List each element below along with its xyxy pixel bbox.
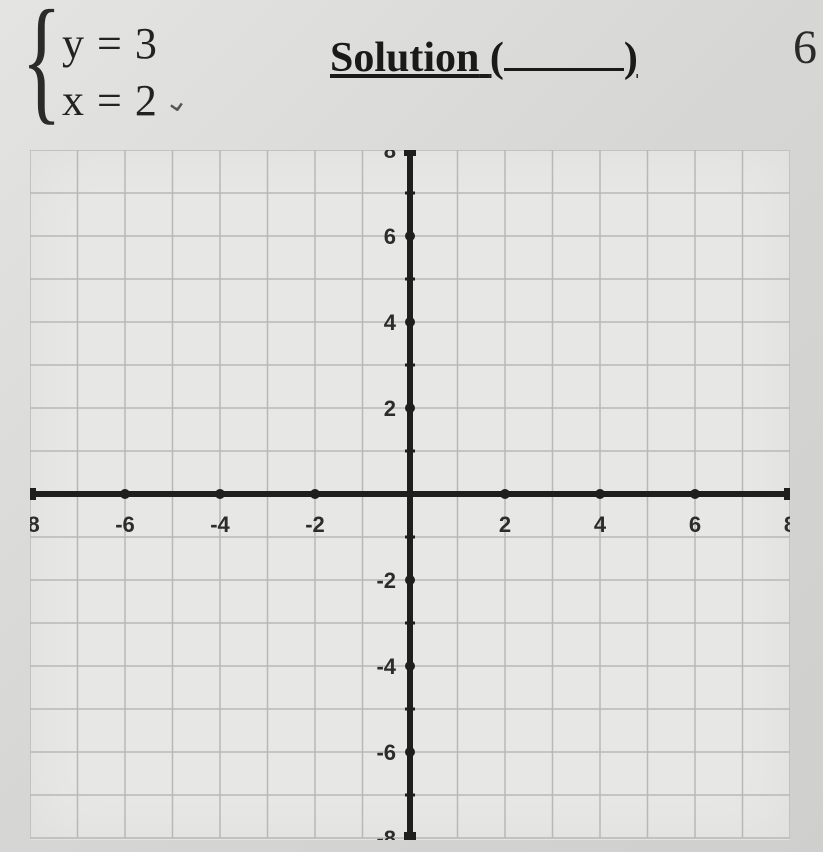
x-tick-label: -8	[30, 512, 40, 537]
eq1-lhs: y	[62, 19, 85, 68]
solution-open-paren: (	[490, 35, 504, 81]
worksheet-page: { y = 3 x = 2⌄ Solution () 6 -8 -6 -4 -2 2 4 6…	[0, 0, 823, 852]
x-tick-label: -2	[305, 512, 325, 537]
y-tick-label: -6	[376, 740, 396, 765]
solution-close-paren: )	[624, 35, 638, 81]
x-tick-label: 6	[689, 512, 701, 537]
y-tick-label: -2	[376, 568, 396, 593]
x-tick-label: 2	[499, 512, 511, 537]
y-tick-label: 8	[384, 150, 396, 163]
eq2-lhs: x	[62, 76, 85, 125]
y-tick-label: -8	[376, 826, 396, 840]
y-tick-label: 2	[384, 396, 396, 421]
solution-heading: Solution ()	[330, 34, 638, 82]
equation-2: x = 2⌄	[62, 75, 190, 126]
eq2-rhs: 2	[135, 76, 158, 125]
y-tick-label: -4	[376, 654, 396, 679]
x-tick-label: 4	[594, 512, 607, 537]
pencil-mark-icon: ⌄	[160, 82, 192, 121]
y-tick-label: 4	[384, 310, 397, 335]
x-tick-label: -6	[115, 512, 135, 537]
eq1-rhs: 3	[135, 19, 158, 68]
cropped-problem-number: 6	[793, 20, 817, 75]
grid-svg: -8 -6 -4 -2 2 4 6 8 8 6 4 2 -2 -4 -6 -8	[30, 150, 790, 840]
x-tick-label: 8	[784, 512, 790, 537]
y-tick-label: 6	[384, 224, 396, 249]
system-equations: y = 3 x = 2⌄	[62, 18, 190, 132]
solution-word: Solution	[330, 35, 479, 81]
equation-1: y = 3	[62, 18, 190, 69]
solution-blank	[504, 54, 624, 71]
x-tick-label: -4	[210, 512, 230, 537]
coordinate-grid: -8 -6 -4 -2 2 4 6 8 8 6 4 2 -2 -4 -6 -8	[30, 150, 790, 840]
system-brace: {	[21, 4, 61, 116]
